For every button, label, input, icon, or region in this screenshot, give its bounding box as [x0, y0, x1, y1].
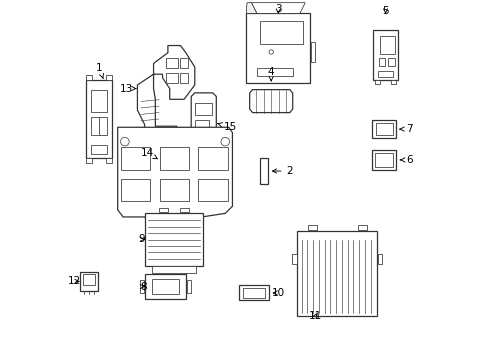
Text: 15: 15 — [218, 122, 237, 132]
Polygon shape — [250, 90, 293, 113]
Bar — [167, 73, 178, 83]
Bar — [91, 145, 107, 154]
Bar — [378, 71, 393, 77]
Text: 9: 9 — [139, 234, 146, 244]
Bar — [372, 120, 396, 138]
Bar — [358, 225, 367, 230]
Polygon shape — [246, 3, 257, 13]
Bar — [260, 158, 269, 184]
Bar — [145, 274, 186, 300]
Bar — [380, 36, 395, 54]
Bar — [379, 58, 385, 66]
Polygon shape — [118, 127, 232, 224]
Bar — [388, 58, 394, 66]
Bar — [140, 280, 144, 293]
Text: 10: 10 — [272, 288, 285, 298]
Text: 11: 11 — [309, 311, 322, 320]
Bar — [297, 230, 377, 316]
Text: 3: 3 — [275, 4, 282, 14]
Bar — [98, 117, 107, 135]
Bar — [378, 253, 382, 264]
Bar — [86, 81, 112, 158]
Text: 1: 1 — [96, 63, 103, 78]
Bar — [83, 274, 95, 285]
Bar — [106, 158, 112, 163]
Bar — [246, 13, 310, 84]
Bar — [91, 117, 99, 135]
Bar — [372, 149, 396, 170]
Text: 14: 14 — [141, 148, 157, 159]
Bar — [198, 147, 228, 170]
Bar — [311, 42, 315, 62]
Bar — [152, 279, 179, 294]
Bar — [260, 21, 303, 44]
Bar — [195, 103, 212, 115]
Bar — [152, 266, 196, 273]
Bar — [198, 179, 228, 201]
Bar — [80, 272, 98, 291]
Bar — [180, 58, 188, 68]
Bar — [106, 76, 112, 81]
Bar — [293, 253, 296, 264]
Bar — [91, 90, 107, 112]
Bar — [375, 153, 393, 167]
Bar — [257, 68, 293, 76]
Polygon shape — [191, 93, 216, 143]
Bar — [160, 179, 189, 201]
Bar — [160, 147, 189, 170]
Text: 5: 5 — [382, 6, 389, 16]
Bar — [121, 147, 150, 170]
Bar — [195, 120, 209, 130]
Bar — [375, 80, 380, 84]
Bar — [373, 31, 398, 80]
Bar — [243, 288, 265, 298]
Bar — [167, 58, 178, 68]
Bar — [375, 123, 393, 135]
Text: 4: 4 — [268, 67, 274, 81]
Text: 6: 6 — [400, 155, 413, 165]
Bar — [121, 179, 150, 201]
Text: 12: 12 — [68, 276, 81, 287]
Bar — [180, 73, 188, 83]
Text: 2: 2 — [272, 166, 293, 176]
Bar — [86, 76, 92, 81]
Bar — [145, 213, 203, 266]
Polygon shape — [251, 3, 305, 13]
Text: 8: 8 — [140, 282, 147, 292]
Bar — [187, 280, 191, 293]
Bar — [86, 158, 92, 163]
Bar — [159, 208, 168, 212]
Bar — [180, 208, 189, 212]
Bar — [239, 285, 269, 301]
Bar — [308, 225, 317, 230]
Polygon shape — [137, 45, 195, 146]
Text: 13: 13 — [120, 84, 136, 94]
Bar — [391, 80, 396, 84]
Text: 7: 7 — [400, 124, 413, 134]
